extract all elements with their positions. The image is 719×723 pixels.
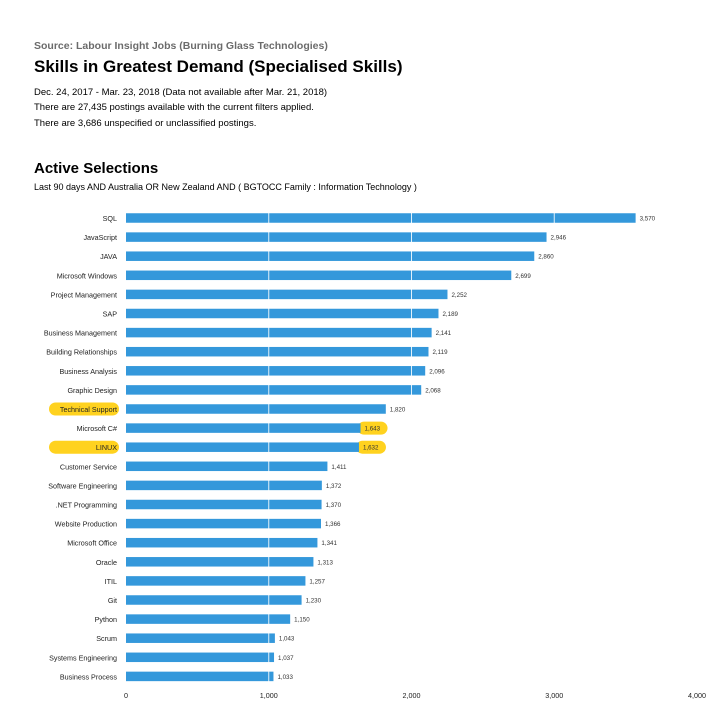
bar-git: [126, 595, 302, 605]
bar-scrum: [126, 633, 275, 643]
category-label: Software Engineering: [48, 481, 117, 490]
category-label: LINUX: [96, 443, 117, 452]
category-label: Systems Engineering: [49, 653, 117, 662]
bar-microsoft-c: [126, 423, 361, 433]
bar-customer-service: [126, 461, 328, 472]
bar-business-analysis: [126, 366, 426, 376]
value-label: 2,699: [515, 273, 531, 280]
x-tick-label: 0: [124, 691, 128, 700]
category-label: Scrum: [96, 634, 117, 643]
bar-website-production: [126, 518, 321, 529]
value-label: 2,096: [429, 368, 445, 375]
category-label: Project Management: [51, 290, 117, 299]
category-label: Customer Service: [60, 462, 117, 471]
value-label: 2,119: [432, 349, 448, 356]
bar-net-programming: [126, 499, 322, 510]
value-label: 1,230: [306, 598, 322, 605]
value-label: 1,257: [309, 578, 325, 585]
value-label: 2,860: [538, 254, 554, 261]
category-label: Oracle: [96, 558, 117, 567]
bar-javascript: [126, 232, 547, 242]
source-note: Source: Labour Insight Jobs (Burning Gla…: [34, 40, 328, 52]
value-label: 1,150: [294, 617, 310, 624]
category-label: SQL: [103, 214, 117, 223]
x-tick-label: 2,000: [403, 691, 421, 700]
bar-java: [126, 251, 535, 261]
category-label: Business Analysis: [59, 367, 117, 376]
bar-project-management: [126, 289, 448, 300]
value-label: 1,341: [321, 540, 337, 547]
value-label: 1,033: [277, 674, 293, 681]
category-label: .NET Programming: [56, 501, 117, 510]
bar-linux: [126, 442, 359, 452]
bar-itil: [126, 576, 306, 586]
date-range: Dec. 24, 2017 - Mar. 23, 2018 (Data not …: [34, 87, 328, 98]
bar-python: [126, 614, 291, 624]
value-label: 1,632: [363, 445, 379, 452]
category-highlight-marker: [49, 402, 119, 416]
x-tick-label: 3,000: [545, 691, 563, 700]
value-label: 2,141: [436, 330, 452, 337]
active-selections-filters: Last 90 days AND Australia OR New Zealan…: [34, 182, 417, 192]
category-label: Business Process: [60, 672, 118, 681]
bar-sap: [126, 308, 439, 319]
bar-systems-engineering: [126, 652, 275, 663]
unspecified-count: There are 3,686 unspecified or unclassif…: [34, 118, 257, 129]
bar-building-relationships: [126, 346, 429, 357]
bar-technical-support: [126, 404, 386, 414]
bar-business-management: [126, 327, 432, 338]
value-label: 1,366: [325, 521, 341, 528]
value-label: 2,189: [442, 311, 458, 318]
bar-microsoft-windows: [126, 270, 512, 281]
bar-business-process: [126, 671, 274, 682]
value-label: 1,037: [278, 655, 294, 662]
category-label: Technical Support: [60, 405, 117, 414]
category-label: ITIL: [105, 577, 117, 586]
value-label: 1,411: [331, 464, 347, 471]
category-label: Microsoft Windows: [57, 271, 118, 280]
category-label: Website Production: [55, 520, 117, 529]
category-label: Microsoft Office: [67, 539, 117, 548]
value-label: 2,252: [451, 292, 467, 299]
bar-graphic-design: [126, 385, 422, 395]
postings-count: There are 27,435 postings available with…: [34, 102, 314, 113]
category-label: JavaScript: [83, 233, 117, 242]
x-tick-label: 4,000: [688, 691, 706, 700]
value-label: 1,370: [326, 502, 342, 509]
bar-software-engineering: [126, 480, 322, 491]
value-label: 1,372: [326, 483, 342, 490]
category-label: Business Management: [44, 329, 117, 338]
page-title: Skills in Greatest Demand (Specialised S…: [34, 57, 403, 76]
category-label: Microsoft C#: [77, 424, 117, 433]
category-highlight-marker: [49, 440, 119, 454]
category-label: SAP: [103, 310, 118, 319]
value-label: 2,068: [425, 387, 441, 394]
value-label: 1,820: [390, 407, 406, 414]
active-selections-title: Active Selections: [34, 160, 159, 177]
category-label: Git: [108, 596, 117, 605]
value-label: 1,313: [317, 559, 333, 566]
x-tick-label: 1,000: [260, 691, 278, 700]
category-label: Graphic Design: [67, 386, 117, 395]
bar-microsoft-office: [126, 537, 318, 548]
category-label: Building Relationships: [46, 348, 117, 357]
bar-oracle: [126, 557, 314, 567]
value-label: 1,643: [365, 426, 381, 433]
value-highlight-marker: [355, 440, 386, 454]
value-label: 1,043: [279, 636, 295, 643]
category-label: Python: [95, 615, 117, 624]
category-label: JAVA: [100, 252, 117, 261]
value-label: 3,570: [640, 216, 656, 223]
bar-sql: [126, 213, 636, 223]
value-label: 2,946: [551, 235, 567, 242]
value-highlight-marker: [357, 421, 388, 435]
